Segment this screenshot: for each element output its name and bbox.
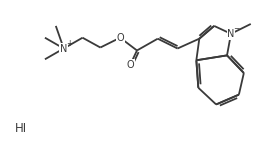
Text: O: O — [116, 33, 124, 43]
Text: N: N — [227, 29, 235, 39]
Text: −: − — [233, 24, 239, 33]
Text: HI: HI — [15, 123, 28, 135]
Text: N: N — [60, 44, 68, 54]
Text: +: + — [66, 39, 72, 48]
Text: O: O — [126, 60, 134, 70]
